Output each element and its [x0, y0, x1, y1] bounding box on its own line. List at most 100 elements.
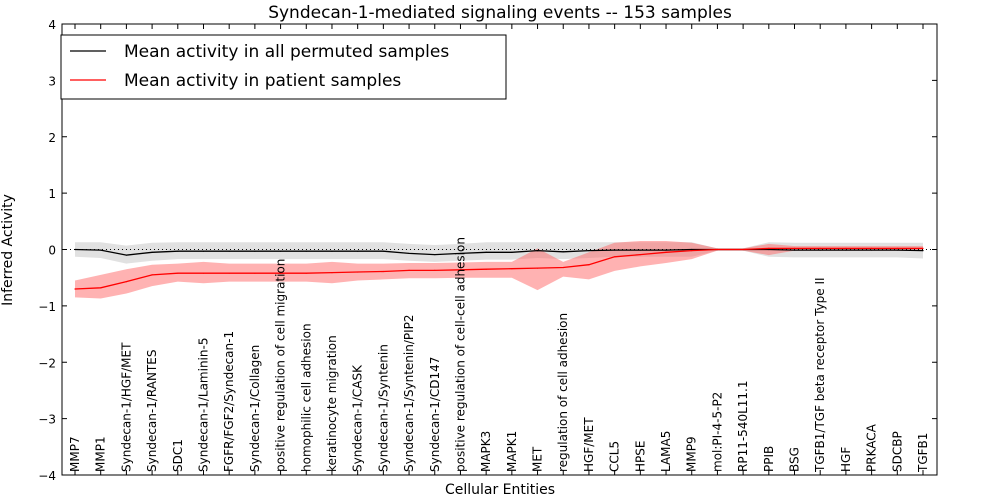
- x-tick-label-25: mol:PI-4-5-P2: [710, 392, 724, 472]
- permuted-point-0: [74, 248, 76, 251]
- y-tick-label-4: 0: [48, 244, 56, 258]
- permuted-point-27: [768, 248, 770, 251]
- permuted-point-28: [793, 249, 796, 251]
- patient-point-18: [536, 267, 539, 269]
- permuted-point-2: [125, 254, 127, 256]
- patient-point-1: [100, 287, 102, 289]
- permuted-point-32: [896, 249, 898, 251]
- x-tick-label-1: MMP1: [94, 436, 108, 472]
- patient-point-30: [845, 247, 847, 249]
- permuted-point-8: [279, 250, 282, 252]
- x-tick-label-0: MMP7: [68, 436, 82, 472]
- patient-point-19: [562, 266, 564, 269]
- patient-point-9: [305, 272, 307, 274]
- y-tick-label-7: 3: [48, 74, 56, 88]
- permuted-point-17: [511, 251, 513, 253]
- legend-label-patient: Mean activity in patient samples: [124, 71, 401, 91]
- patient-point-14: [434, 269, 436, 271]
- legend-label-permuted: Mean activity in all permuted samples: [124, 42, 449, 62]
- permuted-point-10: [331, 250, 333, 252]
- permuted-point-7: [254, 250, 256, 252]
- patient-point-21: [614, 256, 616, 258]
- permuted-point-19: [562, 251, 564, 253]
- patient-band: [75, 241, 923, 299]
- permuted-point-6: [228, 250, 230, 252]
- permuted-point-31: [871, 249, 873, 251]
- patient-point-0: [74, 288, 76, 290]
- x-tick-label-5: Syndecan-1/Laminin-5: [196, 338, 210, 472]
- permuted-point-30: [845, 249, 847, 251]
- patient-point-20: [588, 264, 590, 266]
- x-tick-label-7: Syndecan-1/Collagen: [248, 345, 262, 472]
- x-tick-label-19: regulation of cell adhesion: [556, 313, 570, 472]
- patient-point-7: [254, 272, 256, 274]
- patient-point-11: [357, 271, 359, 273]
- permuted-point-29: [819, 249, 821, 251]
- x-tick-label-12: Syndecan-1/Syntenin: [376, 344, 390, 472]
- permuted-point-24: [691, 248, 693, 251]
- permuted-point-33: [922, 250, 924, 252]
- patient-point-27: [768, 247, 770, 249]
- x-tick-label-14: Syndecan-1/CD147: [428, 357, 442, 472]
- patient-point-32: [896, 247, 898, 249]
- x-tick-label-27: PPIB: [762, 446, 776, 472]
- x-tick-label-28: BSG: [788, 447, 802, 472]
- patient-point-10: [331, 272, 333, 274]
- patient-point-17: [511, 268, 513, 270]
- patient-point-6: [228, 272, 230, 274]
- x-tick-label-30: HGF: [839, 447, 853, 472]
- permuted-point-11: [357, 250, 359, 252]
- x-tick-label-15: positive regulation of cell-cell adhesio…: [453, 237, 467, 472]
- permuted-point-1: [100, 249, 102, 251]
- patient-point-25: [716, 248, 719, 251]
- patient-point-8: [279, 272, 282, 274]
- x-tick-label-33: TGFB1: [916, 433, 930, 473]
- x-tick-label-11: Syndecan-1/CASK: [351, 364, 365, 472]
- patient-point-28: [793, 247, 796, 249]
- x-tick-label-16: MAPK3: [479, 431, 493, 472]
- x-tick-label-10: keratinocyte migration: [325, 335, 339, 472]
- plot-area: −4 −3 −2 −1 0 1 2 3 4 MMP7 MMP1 Syndecan-1/HGF/MET S…: [38, 18, 938, 483]
- y-tick-label-2: −2: [38, 356, 56, 370]
- permuted-point-22: [639, 249, 641, 251]
- permuted-mean-line: [74, 248, 924, 256]
- legend-box: [60, 34, 507, 100]
- y-tick-label-0: −4: [38, 469, 56, 483]
- patient-point-29: [819, 247, 821, 249]
- patient-point-31: [871, 247, 873, 249]
- y-tick-label-6: 2: [48, 131, 56, 145]
- x-tick-label-6: FGFR/FGF2/Syndecan-1: [222, 331, 236, 472]
- legend: Mean activity in all permuted samples Me…: [60, 34, 507, 100]
- patient-point-23: [665, 251, 667, 253]
- x-tick-label-26: RP11-540L11.1: [736, 381, 750, 472]
- y-tick-label-3: −1: [38, 300, 56, 314]
- x-tick-label-23: LAMA5: [659, 431, 673, 472]
- permuted-point-3: [151, 251, 153, 253]
- y-axis-title: Inferred Activity: [0, 194, 16, 306]
- permuted-point-16: [485, 251, 487, 253]
- permuted-point-15: [459, 252, 462, 255]
- x-tick-label-32: SDCBP: [890, 431, 904, 472]
- x-tick-label-17: MAPK1: [505, 431, 519, 472]
- y-tick-label-8: 4: [48, 18, 56, 32]
- x-tick-label-22: HPSE: [633, 441, 647, 472]
- patient-point-26: [742, 248, 744, 251]
- x-tick-label-18: MET: [531, 446, 545, 472]
- permuted-point-5: [202, 250, 205, 252]
- x-tick-label-20: HGF/MET: [582, 417, 596, 472]
- patient-point-16: [485, 268, 487, 270]
- x-tick-label-2: Syndecan-1/HGF/MET: [119, 342, 133, 472]
- patient-mean-line: [74, 247, 923, 290]
- patient-point-22: [639, 253, 641, 256]
- x-tick-label-9: homophilic cell adhesion: [299, 323, 313, 472]
- x-tick-label-24: MMP9: [685, 436, 699, 472]
- patient-point-33: [922, 247, 924, 249]
- patient-point-3: [151, 274, 153, 276]
- permuted-point-14: [434, 253, 436, 256]
- permuted-point-18: [536, 250, 539, 252]
- permuted-point-4: [177, 250, 179, 252]
- x-axis-title: Cellular Entities: [445, 482, 555, 498]
- permuted-point-13: [408, 252, 410, 255]
- patient-point-2: [125, 281, 127, 283]
